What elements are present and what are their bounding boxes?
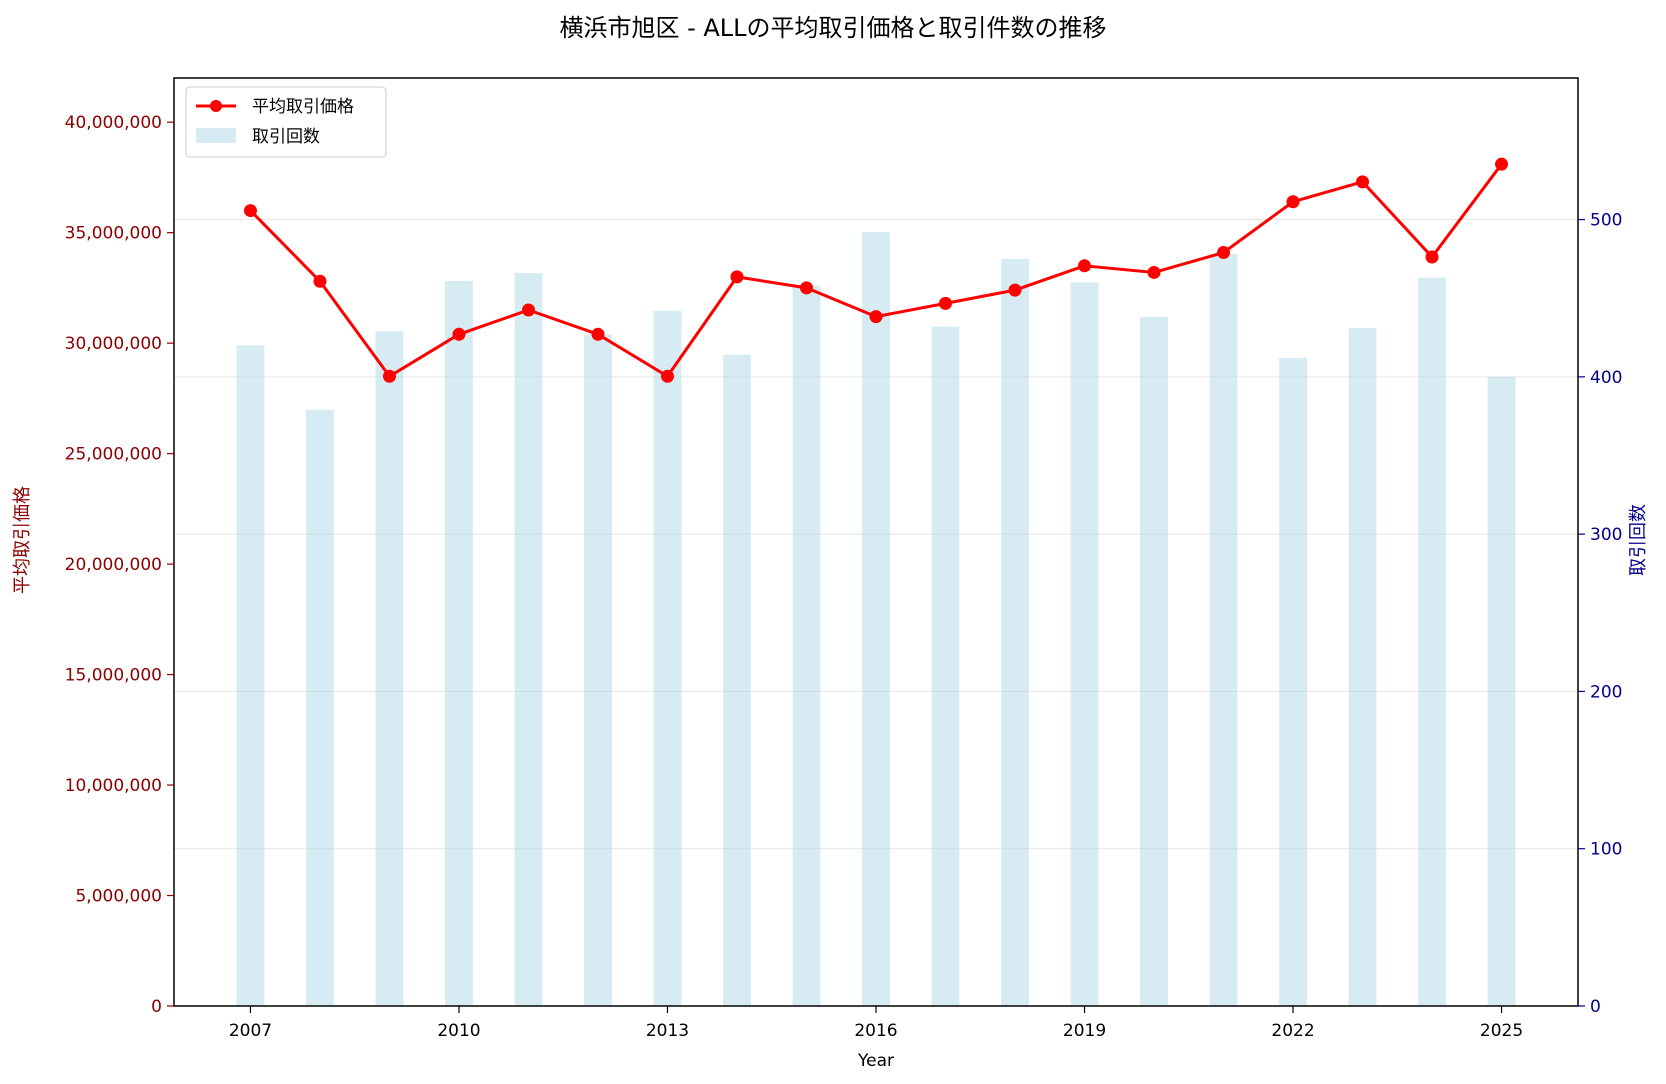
legend: 平均取引価格 取引回数	[185, 86, 387, 158]
x-tick-label: 2016	[854, 1021, 897, 1041]
y-left-tick-label: 0	[151, 997, 162, 1017]
line-layer	[243, 157, 1509, 383]
y-left-tick-label: 35,000,000	[65, 224, 162, 244]
bar-2013	[653, 310, 682, 1006]
price-point-2018	[1008, 283, 1022, 297]
legend-label-count: 取引回数	[252, 127, 320, 147]
price-point-2012	[591, 327, 605, 341]
y-right-tick-label: 100	[1590, 840, 1622, 860]
bar-2014	[723, 354, 751, 1006]
y-right-tick-label: 200	[1590, 682, 1622, 702]
x-tick-label: 2022	[1271, 1021, 1314, 1041]
y-axis-right-label: 取引回数	[1628, 504, 1649, 576]
bar-2007	[236, 345, 265, 1006]
x-tick-label: 2010	[437, 1021, 480, 1041]
bar-2011	[514, 273, 543, 1006]
y-left-tick-label: 10,000,000	[65, 776, 162, 796]
price-point-2022	[1286, 195, 1300, 209]
y-right-tick-label: 400	[1590, 368, 1622, 388]
bars-layer	[236, 232, 1516, 1007]
x-tick-label: 2019	[1063, 1021, 1106, 1041]
legend-marker-swatch	[210, 100, 222, 112]
price-point-2019	[1078, 259, 1092, 273]
axes-layer: 0 5,000,000 10,000,000 15,000,000 20,000,000…	[65, 77, 1622, 1041]
bar-2010	[445, 280, 473, 1006]
bar-2012	[584, 334, 612, 1007]
chart-title: 横浜市旭区 - ALLの平均取引価格と取引件数の推移	[559, 14, 1106, 42]
price-point-2008	[313, 274, 327, 288]
price-point-2015	[799, 281, 813, 295]
bar-2023	[1348, 328, 1377, 1006]
price-point-2021	[1217, 246, 1231, 260]
bar-2019	[1070, 282, 1099, 1006]
bar-2021	[1209, 254, 1238, 1006]
price-point-2017	[939, 296, 953, 310]
x-tick-label: 2025	[1480, 1021, 1523, 1041]
y-axis-left-label: 平均取引価格	[12, 486, 33, 594]
x-tick-label: 2007	[229, 1021, 272, 1041]
y-left-tick-label: 25,000,000	[65, 445, 162, 465]
y-left-tick-label: 15,000,000	[65, 666, 162, 686]
y-right-tick-label: 500	[1590, 211, 1622, 231]
bar-2020	[1140, 317, 1168, 1006]
x-axis-label: Year	[857, 1051, 894, 1071]
y-left-tick-label: 5,000,000	[75, 887, 162, 907]
price-point-2011	[521, 303, 535, 317]
y-left-tick-label: 20,000,000	[65, 555, 162, 575]
y-right-tick-label: 300	[1590, 525, 1622, 545]
price-point-2010	[452, 327, 466, 341]
x-tick-label: 2013	[646, 1021, 689, 1041]
legend-label-price: 平均取引価格	[252, 97, 354, 117]
price-point-2007	[243, 204, 257, 218]
bar-2022	[1279, 357, 1307, 1006]
bar-2016	[862, 232, 890, 1006]
price-point-2014	[730, 270, 744, 284]
price-point-2016	[869, 310, 883, 324]
y-left-tick-label: 30,000,000	[65, 334, 162, 354]
price-point-2025	[1495, 157, 1509, 171]
price-point-2009	[382, 369, 396, 383]
bar-2024	[1418, 277, 1446, 1006]
price-point-2024	[1425, 250, 1439, 264]
bar-2008	[306, 409, 334, 1007]
bar-2009	[375, 331, 404, 1006]
y-right-tick-label: 0	[1590, 997, 1601, 1017]
price-point-2013	[660, 369, 674, 383]
bar-2025	[1487, 376, 1516, 1007]
bar-2018	[1001, 258, 1029, 1006]
legend-bar-swatch	[196, 128, 236, 143]
price-point-2020	[1147, 265, 1161, 279]
price-point-2023	[1356, 175, 1370, 189]
bar-2015	[792, 285, 821, 1006]
y-left-tick-label: 40,000,000	[65, 113, 162, 133]
bar-2017	[931, 326, 960, 1006]
